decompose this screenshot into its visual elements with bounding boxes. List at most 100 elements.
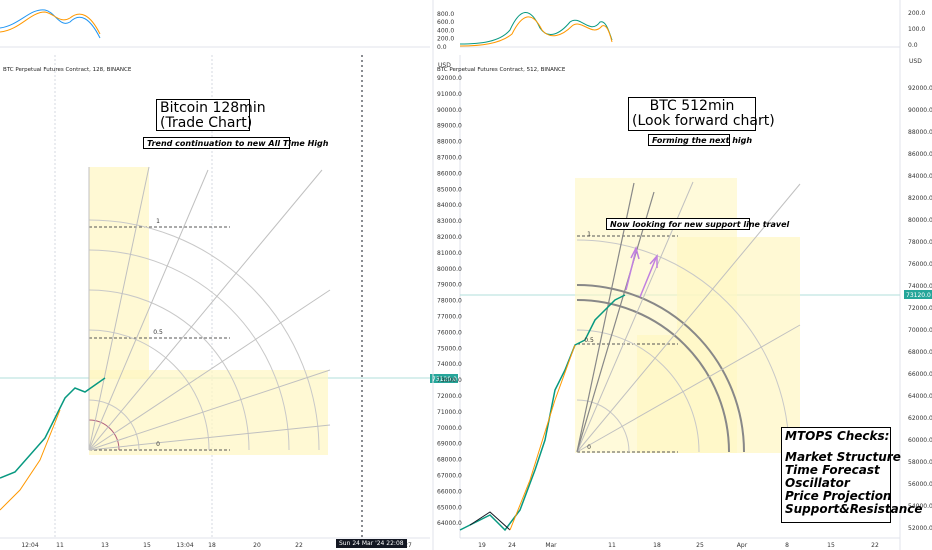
left-fib-label: 1 — [156, 218, 160, 225]
right-y-tick: 80000.0 — [908, 217, 932, 224]
checks-item: Time Forecast — [785, 463, 880, 477]
middle-y-tick: 74000.0 — [437, 361, 462, 368]
left-x-tick: 13 — [101, 542, 109, 549]
cursor-date-tag: Sun 24 Mar '24 22:08 — [336, 539, 407, 548]
right-osc-tick: 100.0 — [908, 26, 925, 33]
middle-x-tick: 18 — [653, 542, 661, 549]
cursor-date-text: Sun 24 Mar '24 — [339, 540, 385, 547]
left-x-tick: 18 — [208, 542, 216, 549]
middle-y-tick: 66000.0 — [437, 488, 462, 495]
middle-fib-label: 0.5 — [584, 337, 594, 344]
right-y-tick: 84000.0 — [908, 173, 932, 180]
middle-y-tick: 77000.0 — [437, 314, 462, 321]
right-y-tick: 88000.0 — [908, 129, 932, 136]
middle-y-tick: 65000.0 — [437, 504, 462, 511]
middle-y-tick: 83000.0 — [437, 218, 462, 225]
middle-x-tick: Apr — [737, 542, 748, 549]
left-x-tick: 13:04 — [176, 542, 193, 549]
middle-panel-title: BTC Perpetual Futures Contract, 512, BIN… — [437, 67, 566, 73]
middle-x-tick: 15 — [827, 542, 835, 549]
middle-annotation-title: BTC 512min (Look forward chart) — [628, 97, 775, 131]
left-x-tick: 22 — [295, 542, 303, 549]
middle-annotation-sub: Forming the next high — [648, 134, 752, 146]
middle-x-tick: 22 — [871, 542, 879, 549]
middle-y-tick: 81000.0 — [437, 250, 462, 257]
right-y-tick: 78000.0 — [908, 239, 932, 246]
middle-y-tick: 85000.0 — [437, 186, 462, 193]
right-y-tick: 54000.0 — [908, 503, 932, 510]
right-y-tick: 64000.0 — [908, 393, 932, 400]
right-y-tick: 52000.0 — [908, 525, 932, 532]
right-osc-tick: 200.0 — [908, 10, 925, 17]
left-x-tick: 20 — [253, 542, 261, 549]
right-y-tick: 60000.0 — [908, 437, 932, 444]
left-panel-title: BTC Perpetual Futures Contract, 128, BIN… — [3, 67, 132, 73]
middle-y-tick: 72000.0 — [437, 393, 462, 400]
middle-y-tick: 86000.0 — [437, 170, 462, 177]
right-price-tag-text: 73120.0 — [906, 292, 931, 299]
checks-list: Market Structure Time Forecast Oscillator P… — [785, 451, 923, 516]
middle-y-tick: 90000.0 — [437, 107, 462, 114]
right-y-tick: 66000.0 — [908, 371, 932, 378]
checks-item: Oscillator — [785, 476, 850, 490]
middle-x-tick: 24 — [508, 542, 516, 549]
middle-y-tick: 73000.0 — [437, 377, 462, 384]
left-fib-label: 0.5 — [153, 329, 163, 336]
middle-y-tick: 92000.0 — [437, 75, 462, 82]
right-y-tick: 74000.0 — [908, 283, 932, 290]
checks-item: Support&Resistance — [785, 502, 923, 516]
right-currency: USD — [909, 58, 922, 65]
middle-y-tick: 79000.0 — [437, 282, 462, 289]
left-annotation-sub: Trend continuation to new All Time High — [143, 137, 328, 149]
left-price-tag: 73120.0 — [430, 374, 458, 383]
left-panel: 73120.0 — [0, 9, 458, 539]
middle-y-tick: 76000.0 — [437, 329, 462, 336]
middle-currency: USD — [438, 62, 451, 69]
middle-fib-label: 0 — [587, 444, 591, 451]
middle-osc-tick: 200.0 — [437, 36, 454, 43]
right-y-tick: 56000.0 — [908, 481, 932, 488]
right-y-tick: 82000.0 — [908, 195, 932, 202]
middle-osc-tick: 0.0 — [437, 44, 447, 51]
right-y-tick: 68000.0 — [908, 349, 932, 356]
right-y-tick: 76000.0 — [908, 261, 932, 268]
middle-x-tick: 25 — [696, 542, 704, 549]
middle-y-tick: 64000.0 — [437, 520, 462, 527]
middle-y-tick: 87000.0 — [437, 155, 462, 162]
middle-y-tick: 88000.0 — [437, 139, 462, 146]
middle-y-tick: 70000.0 — [437, 425, 462, 432]
middle-y-tick: 80000.0 — [437, 266, 462, 273]
middle-y-tick: 89000.0 — [437, 123, 462, 130]
left-x-tick: 11 — [56, 542, 64, 549]
checks-item: Price Projection — [785, 489, 892, 503]
support-annotation: Now looking for new support line travel — [606, 218, 789, 230]
cursor-time-text: 22:08 — [386, 540, 404, 547]
right-y-tick: 62000.0 — [908, 415, 932, 422]
middle-osc-tick: 400.0 — [437, 27, 454, 34]
middle-y-tick: 91000.0 — [437, 91, 462, 98]
middle-y-tick: 67000.0 — [437, 473, 462, 480]
left-x-tick: 12:04 — [21, 542, 38, 549]
right-y-tick: 72000.0 — [908, 305, 932, 312]
middle-y-tick: 82000.0 — [437, 234, 462, 241]
middle-y-tick: 78000.0 — [437, 298, 462, 305]
middle-x-tick: 19 — [478, 542, 486, 549]
middle-y-tick: 68000.0 — [437, 457, 462, 464]
checks-title: MTOPS Checks: — [785, 429, 890, 443]
right-y-tick: 58000.0 — [908, 459, 932, 466]
checks-box: MTOPS Checks: Market Structure Time Forec… — [781, 427, 923, 523]
middle-y-tick: 69000.0 — [437, 441, 462, 448]
middle-y-tick: 84000.0 — [437, 202, 462, 209]
middle-fib-label: 1 — [587, 231, 591, 238]
right-y-tick: 86000.0 — [908, 151, 932, 158]
right-price-tag: 73120.0 — [904, 290, 932, 299]
middle-osc-tick: 800.0 — [437, 11, 454, 18]
left-x-tick: 15 — [143, 542, 151, 549]
middle-x-tick: 11 — [608, 542, 616, 549]
right-osc-tick: 0.0 — [908, 42, 918, 49]
middle-x-tick: 8 — [785, 542, 789, 549]
right-y-tick: 70000.0 — [908, 327, 932, 334]
middle-y-tick: 71000.0 — [437, 409, 462, 416]
middle-y-tick: 75000.0 — [437, 345, 462, 352]
middle-osc-tick: 600.0 — [437, 19, 454, 26]
